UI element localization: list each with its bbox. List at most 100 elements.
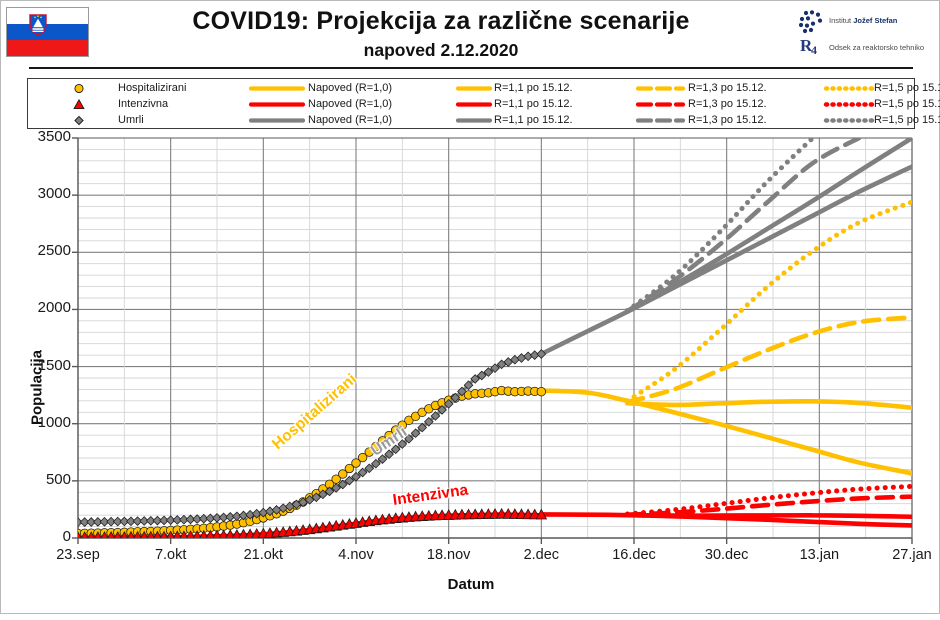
data-marker-diamond: [377, 454, 388, 464]
y-tick-label: 2000: [37, 299, 71, 317]
legend-symbol-dotted: [818, 81, 876, 96]
data-marker-diamond: [390, 444, 401, 455]
series-line-intenzivna-r-1-1-po-15-12-: [625, 512, 912, 520]
data-marker-diamond: [119, 516, 130, 527]
header-divider: [29, 67, 913, 69]
legend-label: R=1,1 po 15.12.: [494, 82, 573, 94]
legend-row-umrli: Umrli Napoved (R=1,0) R=1,1 po 15.12. R=1,3…: [28, 113, 940, 128]
legend-item[interactable]: R=1,5 po 15.12.: [818, 81, 940, 96]
data-marker-triangle: [231, 528, 242, 538]
legend-item[interactable]: R=1,1 po 15.12.: [438, 81, 623, 96]
data-marker-triangle: [107, 531, 115, 538]
legend-item[interactable]: R=1,1 po 15.12.: [438, 97, 623, 112]
ijs-dots-icon: [799, 10, 823, 34]
legend-item[interactable]: Intenzivna: [58, 97, 243, 112]
data-marker-diamond: [159, 515, 169, 526]
data-marker-triangle: [205, 529, 215, 538]
data-marker-triangle: [140, 530, 149, 538]
data-marker-circle: [364, 447, 374, 457]
series-line-hospitalizirani-r-1-1-po-15-12-: [625, 398, 912, 411]
data-marker-diamond: [318, 489, 328, 500]
data-marker-diamond: [437, 405, 447, 415]
data-marker-diamond: [132, 516, 143, 526]
legend-item[interactable]: Umrli: [58, 113, 243, 128]
legend-symbol-solid-short: [438, 81, 496, 96]
data-marker-diamond: [351, 471, 361, 482]
x-tick-label: 18.nov: [426, 547, 471, 563]
data-marker-circle: [344, 463, 355, 474]
plot-svg: [72, 137, 913, 544]
data-marker-diamond: [384, 449, 394, 460]
legend-label: Napoved (R=1,0): [308, 114, 393, 126]
data-marker-diamond: [357, 467, 368, 478]
series-line-intenzivna-r-1-5-po-15-12-: [624, 483, 912, 517]
legend-item[interactable]: R=1,3 po 15.12.: [628, 97, 813, 112]
ijs-logo-text: Institut Jožef Stefan: [829, 16, 897, 25]
data-marker-diamond: [172, 515, 183, 525]
data-marker-triangle: [153, 530, 162, 538]
y-tick-label: 500: [45, 470, 71, 488]
data-marker-triangle: [225, 529, 236, 538]
data-marker-diamond: [106, 516, 116, 527]
legend-item[interactable]: R=1,1 po 15.12.: [438, 113, 623, 128]
legend-row-hospitalizirani: Hospitalizirani Napoved (R=1,0) R=1,1 po 1…: [28, 81, 940, 96]
institute-logo: Institut Jožef Stefan R 4 Odsek za reakt…: [791, 7, 933, 63]
ijs-logo-text-plain: Institut: [829, 16, 854, 25]
series-line-hospitalizirani-r-1-5-po-15-12-: [624, 199, 912, 404]
data-marker-triangle: [94, 531, 102, 538]
data-marker-circle: [371, 441, 381, 452]
legend-symbol-dotted: [818, 97, 876, 112]
legend-item[interactable]: Hospitalizirani: [58, 81, 243, 96]
legend-label: Hospitalizirani: [118, 82, 187, 94]
data-marker-diamond: [179, 514, 189, 525]
legend-label: Napoved (R=1,0): [308, 98, 393, 110]
data-marker-triangle: [146, 530, 155, 538]
legend-label: R=1,5 po 15.12.: [874, 98, 940, 110]
data-marker-triangle: [127, 530, 135, 538]
data-marker-triangle: [87, 531, 95, 538]
data-marker-triangle: [218, 529, 229, 538]
legend-item[interactable]: Napoved (R=1,0): [248, 113, 433, 128]
data-marker-diamond: [139, 516, 150, 526]
legend-item[interactable]: R=1,5 po 15.12.: [818, 113, 940, 128]
data-marker-diamond: [304, 494, 315, 505]
slovenian-flag-icon: [6, 7, 89, 57]
data-marker-diamond: [344, 475, 355, 486]
data-marker-triangle: [173, 530, 182, 538]
data-marker-diamond: [536, 349, 547, 359]
ijs-logo-text-bold: Jožef Stefan: [853, 16, 898, 25]
data-marker-diamond: [331, 483, 341, 493]
legend-item[interactable]: R=1,3 po 15.12.: [628, 81, 813, 96]
legend-item[interactable]: Napoved (R=1,0): [248, 97, 433, 112]
data-marker-circle: [397, 420, 408, 430]
data-marker-diamond: [311, 492, 322, 503]
series-layer: [78, 138, 912, 538]
x-tick-label: 13.jan: [799, 547, 840, 563]
legend-label: R=1,1 po 15.12.: [494, 114, 573, 126]
legend-symbol-solid: [248, 97, 306, 112]
data-marker-diamond: [443, 398, 454, 409]
legend-symbol-solid: [248, 113, 306, 128]
data-marker-diamond: [476, 370, 487, 381]
data-marker-diamond: [337, 479, 348, 490]
y-tick-label: 1500: [37, 356, 71, 374]
data-marker-diamond: [457, 386, 467, 397]
data-marker-triangle: [78, 531, 82, 538]
data-marker-diamond: [324, 486, 335, 497]
legend-symbol-solid-short: [438, 97, 496, 112]
data-marker-triangle: [133, 530, 142, 538]
header: COVID19: Projekcija za različne scenarij…: [1, 1, 940, 69]
data-marker-triangle: [113, 531, 122, 538]
legend-item[interactable]: Napoved (R=1,0): [248, 81, 433, 96]
r4-letter: R: [800, 36, 813, 55]
legend-row-intenzivna: Intenzivna Napoved (R=1,0) R=1,1 po 15.12.…: [28, 97, 940, 112]
legend-item[interactable]: R=1,5 po 15.12.: [818, 97, 940, 112]
data-marker-triangle: [186, 530, 195, 538]
r4-subscript: 4: [811, 43, 817, 57]
chart-legend: Hospitalizirani Napoved (R=1,0) R=1,1 po 1…: [27, 78, 940, 129]
legend-label: R=1,1 po 15.12.: [494, 98, 573, 110]
legend-label: R=1,5 po 15.12.: [874, 114, 940, 126]
legend-item[interactable]: R=1,3 po 15.12.: [628, 113, 813, 128]
page-title: COVID19: Projekcija za različne scenarij…: [192, 7, 690, 35]
title-block: COVID19: Projekcija za različne scenarij…: [111, 5, 771, 61]
